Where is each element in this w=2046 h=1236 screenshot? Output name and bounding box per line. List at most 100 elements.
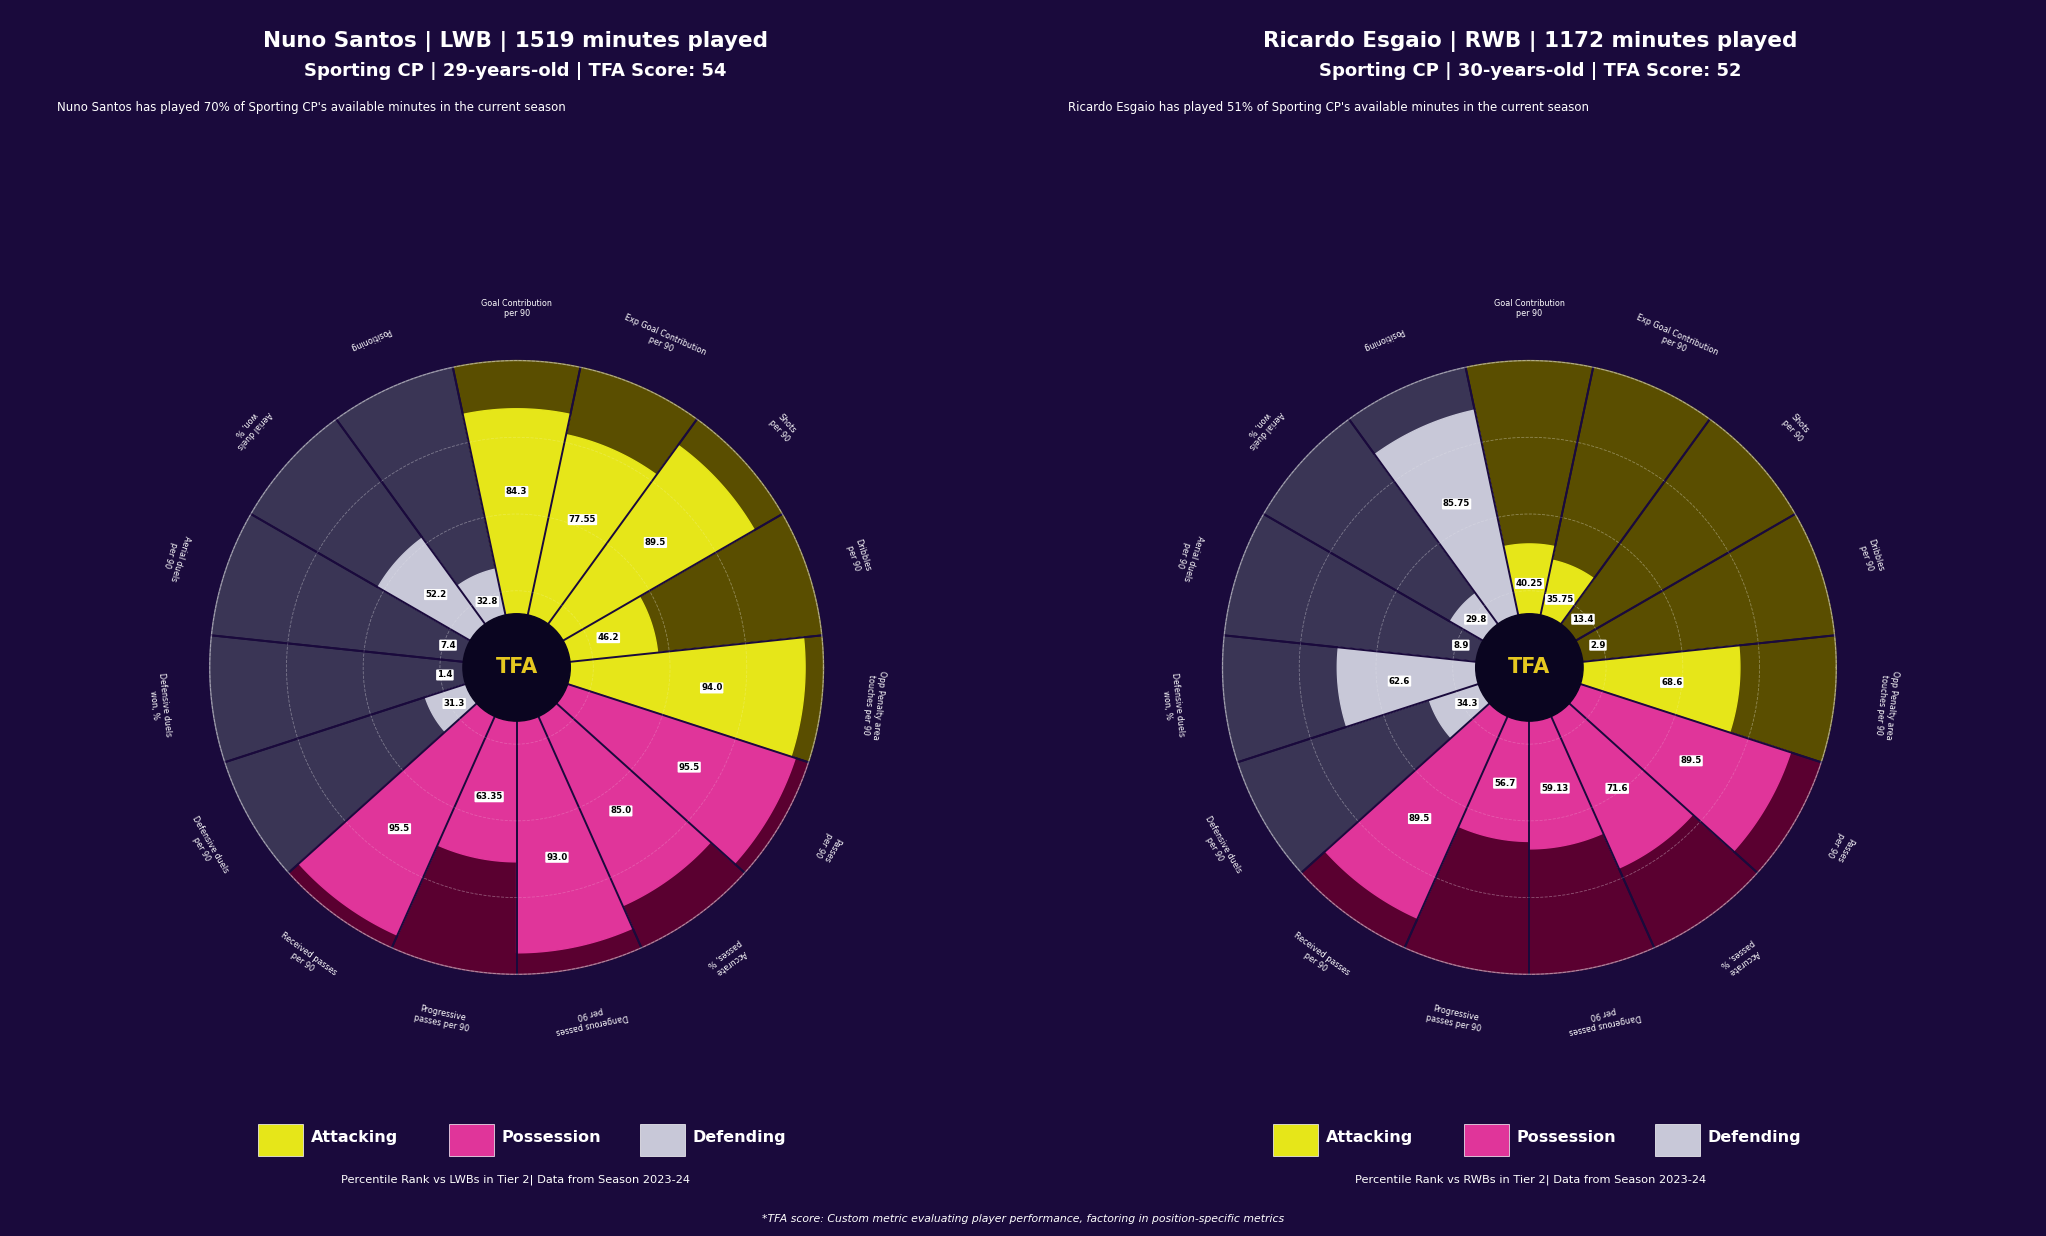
Polygon shape <box>1528 514 1835 667</box>
Polygon shape <box>1375 410 1528 667</box>
Text: 32.8: 32.8 <box>477 597 497 606</box>
Polygon shape <box>438 667 516 861</box>
Text: 89.5: 89.5 <box>644 538 667 548</box>
Polygon shape <box>288 667 516 948</box>
Text: TFA: TFA <box>495 658 538 677</box>
Text: 40.25: 40.25 <box>1516 578 1543 588</box>
Polygon shape <box>336 367 516 667</box>
Text: Passes
per 90: Passes per 90 <box>1825 831 1856 864</box>
Text: Percentile Rank vs RWBs in Tier 2| Data from Season 2023-24: Percentile Rank vs RWBs in Tier 2| Data … <box>1354 1174 1706 1184</box>
Text: Aerial duels
won, %: Aerial duels won, % <box>227 403 272 451</box>
Text: Possession: Possession <box>501 1130 602 1145</box>
Polygon shape <box>516 667 632 953</box>
Polygon shape <box>516 638 804 756</box>
Polygon shape <box>516 445 755 667</box>
Text: 85.75: 85.75 <box>1442 499 1471 508</box>
Polygon shape <box>516 514 822 667</box>
Text: Accurate
passes, %: Accurate passes, % <box>706 938 749 978</box>
Text: Defensive duels
won, %: Defensive duels won, % <box>147 672 172 738</box>
Text: Accurate
passes, %: Accurate passes, % <box>1719 938 1762 978</box>
Polygon shape <box>1430 667 1528 738</box>
Polygon shape <box>1528 662 1539 667</box>
Text: Sporting CP | 30-years-old | TFA Score: 52: Sporting CP | 30-years-old | TFA Score: … <box>1320 62 1741 80</box>
Text: Progressive
passes per 90: Progressive passes per 90 <box>413 1004 471 1035</box>
Polygon shape <box>1504 544 1555 667</box>
Text: Received passes
per 90: Received passes per 90 <box>1285 931 1350 985</box>
Text: Received passes
per 90: Received passes per 90 <box>272 931 338 985</box>
Text: 71.6: 71.6 <box>1606 784 1629 792</box>
Text: 8.9: 8.9 <box>1453 640 1469 650</box>
Polygon shape <box>512 667 516 669</box>
Polygon shape <box>1528 667 1692 868</box>
Polygon shape <box>1528 667 1604 849</box>
Polygon shape <box>516 667 745 948</box>
Polygon shape <box>516 419 782 667</box>
Text: Shots
per 90: Shots per 90 <box>767 412 800 444</box>
Text: Defensive duels
won, %: Defensive duels won, % <box>1160 672 1185 738</box>
Polygon shape <box>211 514 516 667</box>
Polygon shape <box>516 667 710 906</box>
Polygon shape <box>1528 560 1594 667</box>
Text: Dangerous passes
per 90: Dangerous passes per 90 <box>1565 1001 1643 1036</box>
Text: 35.75: 35.75 <box>1547 595 1573 604</box>
Text: 31.3: 31.3 <box>444 700 464 708</box>
Text: Dribbles
per 90: Dribbles per 90 <box>843 538 872 576</box>
Text: 2.9: 2.9 <box>1590 640 1606 650</box>
Text: 56.7: 56.7 <box>1494 779 1516 787</box>
Text: 68.6: 68.6 <box>1661 677 1682 687</box>
Polygon shape <box>462 409 571 667</box>
Polygon shape <box>426 667 516 732</box>
Text: Sporting CP | 29-years-old | TFA Score: 54: Sporting CP | 29-years-old | TFA Score: … <box>305 62 726 80</box>
Text: *TFA score: Custom metric evaluating player performance, factoring in position-s: *TFA score: Custom metric evaluating pla… <box>761 1214 1285 1224</box>
Polygon shape <box>391 667 518 974</box>
Text: 95.5: 95.5 <box>679 763 700 771</box>
Polygon shape <box>493 656 516 667</box>
Polygon shape <box>211 635 516 763</box>
Text: 85.0: 85.0 <box>610 806 632 816</box>
Polygon shape <box>1528 367 1710 667</box>
Text: Nuno Santos | LWB | 1519 minutes played: Nuno Santos | LWB | 1519 minutes played <box>264 31 767 52</box>
Polygon shape <box>1528 667 1821 873</box>
Text: 94.0: 94.0 <box>702 684 722 692</box>
Polygon shape <box>452 361 581 667</box>
Polygon shape <box>516 435 657 667</box>
Text: TFA: TFA <box>1508 658 1551 677</box>
Text: Possession: Possession <box>1516 1130 1616 1145</box>
Polygon shape <box>516 367 698 667</box>
Polygon shape <box>516 635 822 763</box>
Text: 29.8: 29.8 <box>1465 614 1487 624</box>
Polygon shape <box>299 667 516 936</box>
Polygon shape <box>1224 635 1528 763</box>
Text: Ricardo Esgaio has played 51% of Sporting CP's available minutes in the current : Ricardo Esgaio has played 51% of Sportin… <box>1068 101 1590 115</box>
Text: Defensive duels
per 90: Defensive duels per 90 <box>182 815 229 880</box>
Circle shape <box>1475 614 1584 721</box>
Polygon shape <box>1528 667 1655 974</box>
Text: Attacking: Attacking <box>1326 1130 1414 1145</box>
Text: 63.35: 63.35 <box>475 792 503 801</box>
Polygon shape <box>516 667 642 974</box>
Text: Positioning: Positioning <box>348 326 393 352</box>
Text: Attacking: Attacking <box>311 1130 399 1145</box>
Text: 95.5: 95.5 <box>389 824 409 833</box>
Polygon shape <box>1451 593 1528 667</box>
Text: Defending: Defending <box>1708 1130 1800 1145</box>
Text: Passes
per 90: Passes per 90 <box>812 831 843 864</box>
Text: Aerial duels
won, %: Aerial duels won, % <box>1240 403 1285 451</box>
Polygon shape <box>1301 667 1528 948</box>
Polygon shape <box>1348 367 1528 667</box>
Text: 1.4: 1.4 <box>438 670 452 680</box>
Text: Defending: Defending <box>694 1130 786 1145</box>
Text: 52.2: 52.2 <box>426 590 446 599</box>
Text: Nuno Santos has played 70% of Sporting CP's available minutes in the current sea: Nuno Santos has played 70% of Sporting C… <box>57 101 567 115</box>
Text: Opp Penalty area
touches per 90: Opp Penalty area touches per 90 <box>1874 670 1901 740</box>
Text: 34.3: 34.3 <box>1457 700 1477 708</box>
Text: 89.5: 89.5 <box>1680 756 1702 765</box>
Text: 84.3: 84.3 <box>505 487 528 496</box>
Text: Shots
per 90: Shots per 90 <box>1780 412 1813 444</box>
Text: 62.6: 62.6 <box>1389 676 1410 686</box>
Text: Opp Penalty area
touches per 90: Opp Penalty area touches per 90 <box>861 670 888 740</box>
Text: Progressive
passes per 90: Progressive passes per 90 <box>1426 1004 1483 1035</box>
Text: 13.4: 13.4 <box>1571 614 1594 624</box>
Text: Aerial duels
per 90: Aerial duels per 90 <box>1172 531 1205 582</box>
Text: 93.0: 93.0 <box>546 853 567 861</box>
